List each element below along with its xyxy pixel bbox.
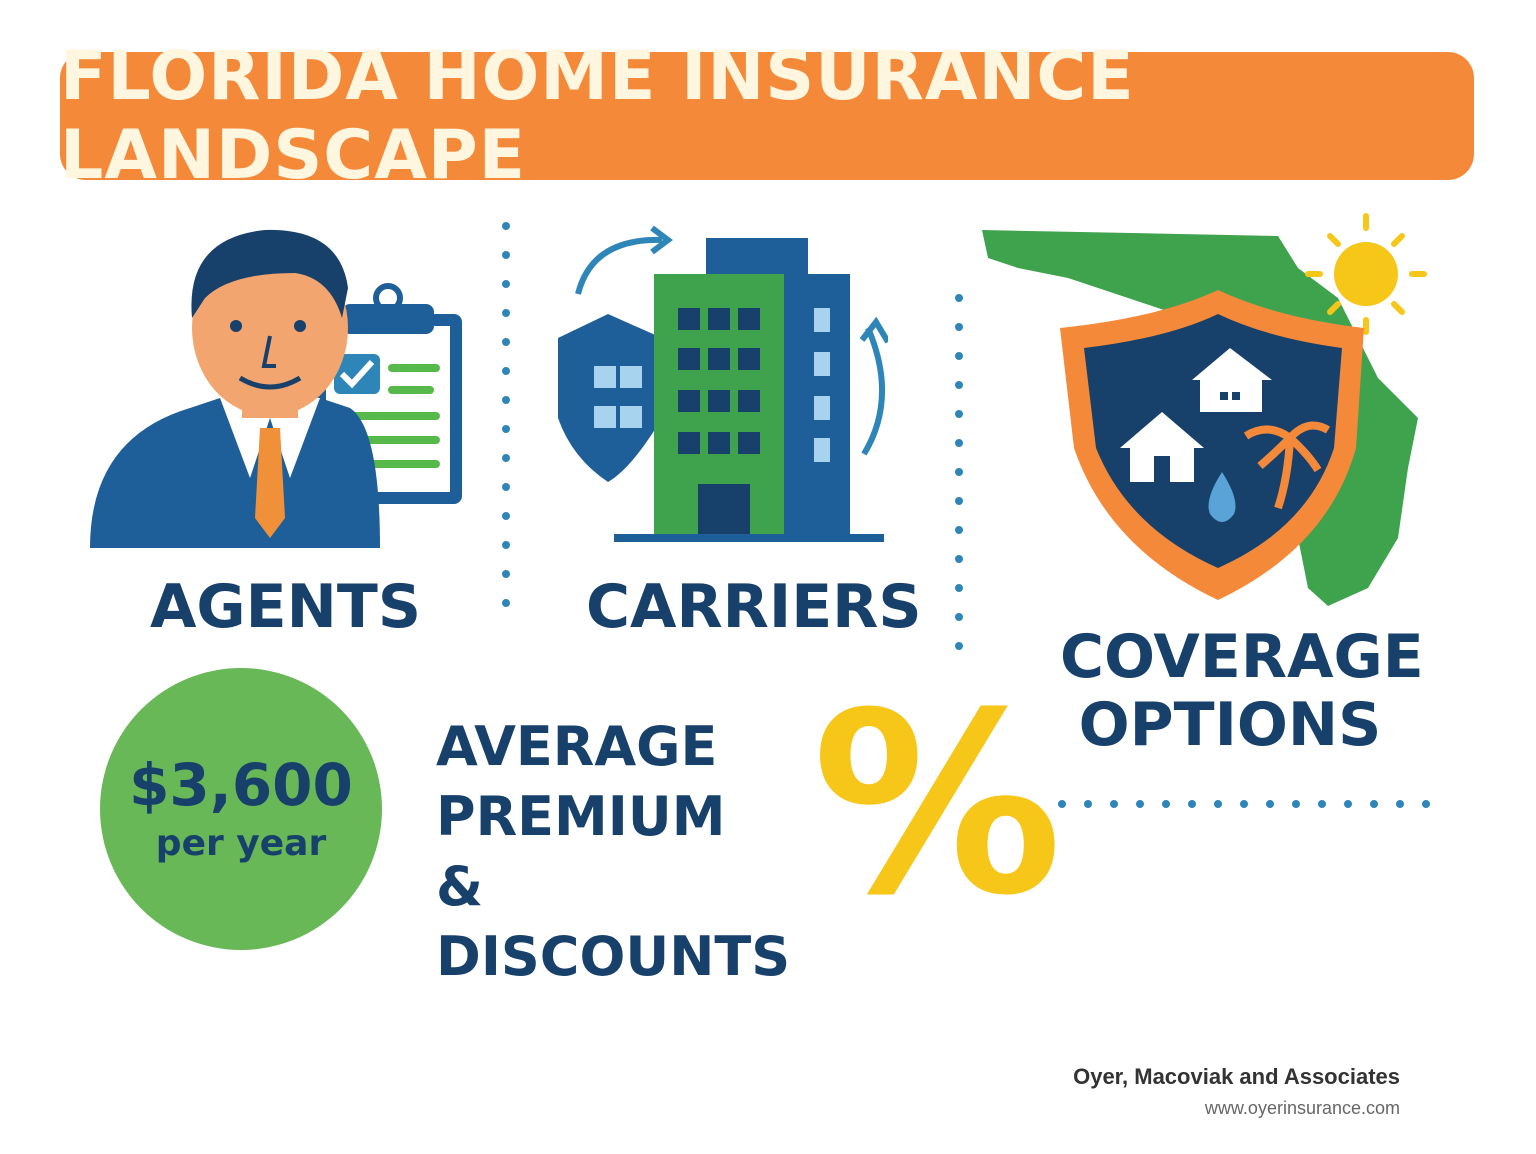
vertical-divider-left: [502, 222, 510, 628]
page-title: FLORIDA HOME INSURANCE LANDSCAPE: [60, 37, 1135, 195]
premium-heading-line1: AVERAGE: [436, 715, 718, 778]
coverage-label-line1: COVERAGE: [1060, 622, 1424, 692]
premium-badge: $3,600 per year: [100, 668, 382, 950]
carriers-label: CARRIERS: [586, 572, 922, 642]
title-banner: FLORIDA HOME INSURANCE LANDSCAPE: [60, 37, 1474, 195]
premium-heading: AVERAGE PREMIUM & DISCOUNTS: [436, 712, 836, 992]
carrier-building-shield-icon: [558, 225, 888, 542]
vertical-divider-right: [955, 294, 963, 671]
agents-label: AGENTS: [150, 572, 422, 642]
company-url: www.oyerinsurance.com: [1204, 1098, 1400, 1118]
horizontal-divider: [1058, 800, 1430, 808]
percent-icon: %: [812, 659, 1063, 950]
coverage-label-line2: OPTIONS: [1078, 690, 1382, 760]
company-name: Oyer, Macoviak and Associates: [1073, 1064, 1400, 1089]
agent-with-clipboard-icon: [90, 229, 462, 548]
premium-heading-line2: PREMIUM: [436, 785, 726, 848]
premium-period: per year: [155, 823, 327, 865]
premium-amount: $3,600: [129, 750, 353, 819]
premium-heading-line3: & DISCOUNTS: [436, 855, 791, 988]
florida-shield-coverage-icon: [982, 213, 1427, 606]
